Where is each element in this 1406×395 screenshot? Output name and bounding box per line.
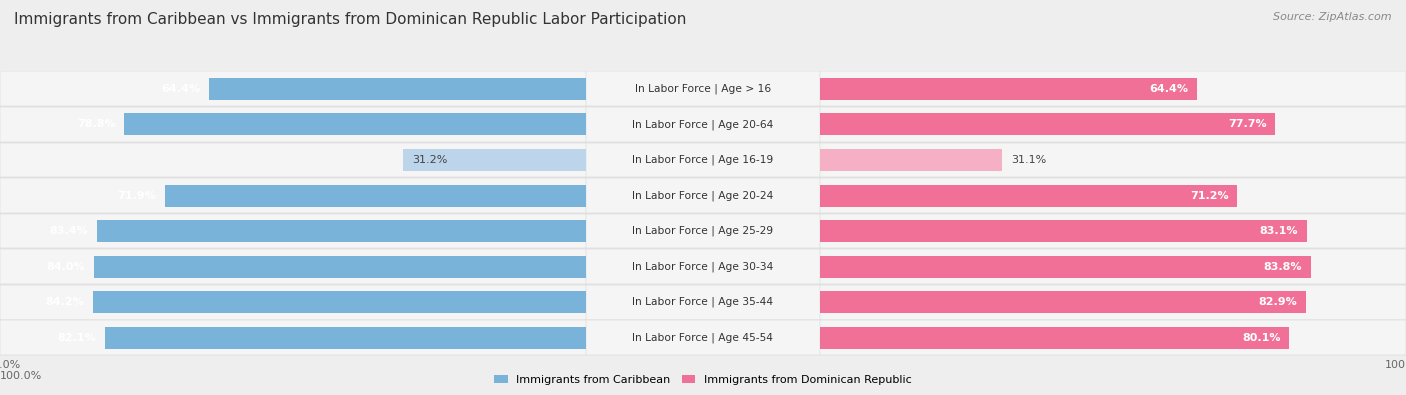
Bar bbox=[820, 220, 1308, 242]
Bar bbox=[586, 320, 820, 355]
Bar bbox=[820, 71, 1406, 106]
Text: 100.0%: 100.0% bbox=[0, 371, 42, 382]
Bar bbox=[0, 71, 586, 106]
Text: 71.9%: 71.9% bbox=[117, 190, 156, 201]
Bar bbox=[820, 327, 1289, 349]
Text: In Labor Force | Age 35-44: In Labor Force | Age 35-44 bbox=[633, 297, 773, 307]
Bar bbox=[820, 184, 1237, 207]
Bar bbox=[586, 285, 820, 320]
Bar bbox=[0, 143, 586, 177]
Text: 84.2%: 84.2% bbox=[45, 297, 84, 307]
Bar bbox=[404, 149, 586, 171]
Text: 31.1%: 31.1% bbox=[1011, 155, 1046, 165]
Bar bbox=[820, 256, 1310, 278]
Bar bbox=[820, 291, 1306, 313]
Text: 83.4%: 83.4% bbox=[49, 226, 89, 236]
Text: In Labor Force | Age 20-24: In Labor Force | Age 20-24 bbox=[633, 190, 773, 201]
Text: 80.1%: 80.1% bbox=[1241, 333, 1281, 343]
Bar bbox=[0, 320, 586, 355]
Text: 84.0%: 84.0% bbox=[46, 261, 84, 272]
Bar bbox=[165, 184, 586, 207]
Text: Immigrants from Caribbean vs Immigrants from Dominican Republic Labor Participat: Immigrants from Caribbean vs Immigrants … bbox=[14, 12, 686, 27]
Bar bbox=[820, 214, 1406, 248]
Bar bbox=[105, 327, 586, 349]
Bar bbox=[820, 178, 1406, 213]
Bar bbox=[0, 178, 586, 213]
Text: In Labor Force | Age 30-34: In Labor Force | Age 30-34 bbox=[633, 261, 773, 272]
Text: In Labor Force | Age 45-54: In Labor Force | Age 45-54 bbox=[633, 333, 773, 343]
Text: In Labor Force | Age 25-29: In Labor Force | Age 25-29 bbox=[633, 226, 773, 236]
Bar bbox=[97, 220, 586, 242]
Bar bbox=[820, 149, 1002, 171]
Text: 77.7%: 77.7% bbox=[1227, 119, 1267, 130]
Text: 83.8%: 83.8% bbox=[1264, 261, 1302, 272]
Bar bbox=[124, 113, 586, 135]
Text: In Labor Force | Age > 16: In Labor Force | Age > 16 bbox=[636, 84, 770, 94]
Bar bbox=[586, 143, 820, 177]
Text: 64.4%: 64.4% bbox=[160, 84, 200, 94]
Text: In Labor Force | Age 20-64: In Labor Force | Age 20-64 bbox=[633, 119, 773, 130]
Text: 83.1%: 83.1% bbox=[1260, 226, 1298, 236]
Bar bbox=[93, 291, 586, 313]
Bar bbox=[586, 178, 820, 213]
Bar bbox=[820, 320, 1406, 355]
Text: 78.8%: 78.8% bbox=[77, 119, 115, 130]
Text: 31.2%: 31.2% bbox=[412, 155, 447, 165]
Bar bbox=[586, 249, 820, 284]
Bar bbox=[0, 249, 586, 284]
Bar bbox=[0, 285, 586, 320]
Bar bbox=[208, 78, 586, 100]
Text: 82.1%: 82.1% bbox=[58, 333, 96, 343]
Bar bbox=[0, 214, 586, 248]
Bar bbox=[586, 107, 820, 142]
Text: 64.4%: 64.4% bbox=[1150, 84, 1188, 94]
Legend: Immigrants from Caribbean, Immigrants from Dominican Republic: Immigrants from Caribbean, Immigrants fr… bbox=[489, 371, 917, 389]
Bar bbox=[820, 285, 1406, 320]
Text: In Labor Force | Age 16-19: In Labor Force | Age 16-19 bbox=[633, 155, 773, 165]
Bar bbox=[820, 107, 1406, 142]
Bar bbox=[820, 249, 1406, 284]
Bar bbox=[94, 256, 586, 278]
Bar bbox=[586, 71, 820, 106]
Text: 82.9%: 82.9% bbox=[1258, 297, 1296, 307]
Bar bbox=[820, 143, 1406, 177]
Text: 71.2%: 71.2% bbox=[1189, 190, 1229, 201]
Bar bbox=[0, 107, 586, 142]
Bar bbox=[586, 214, 820, 248]
Text: Source: ZipAtlas.com: Source: ZipAtlas.com bbox=[1274, 12, 1392, 22]
Bar bbox=[820, 78, 1198, 100]
Bar bbox=[820, 113, 1275, 135]
